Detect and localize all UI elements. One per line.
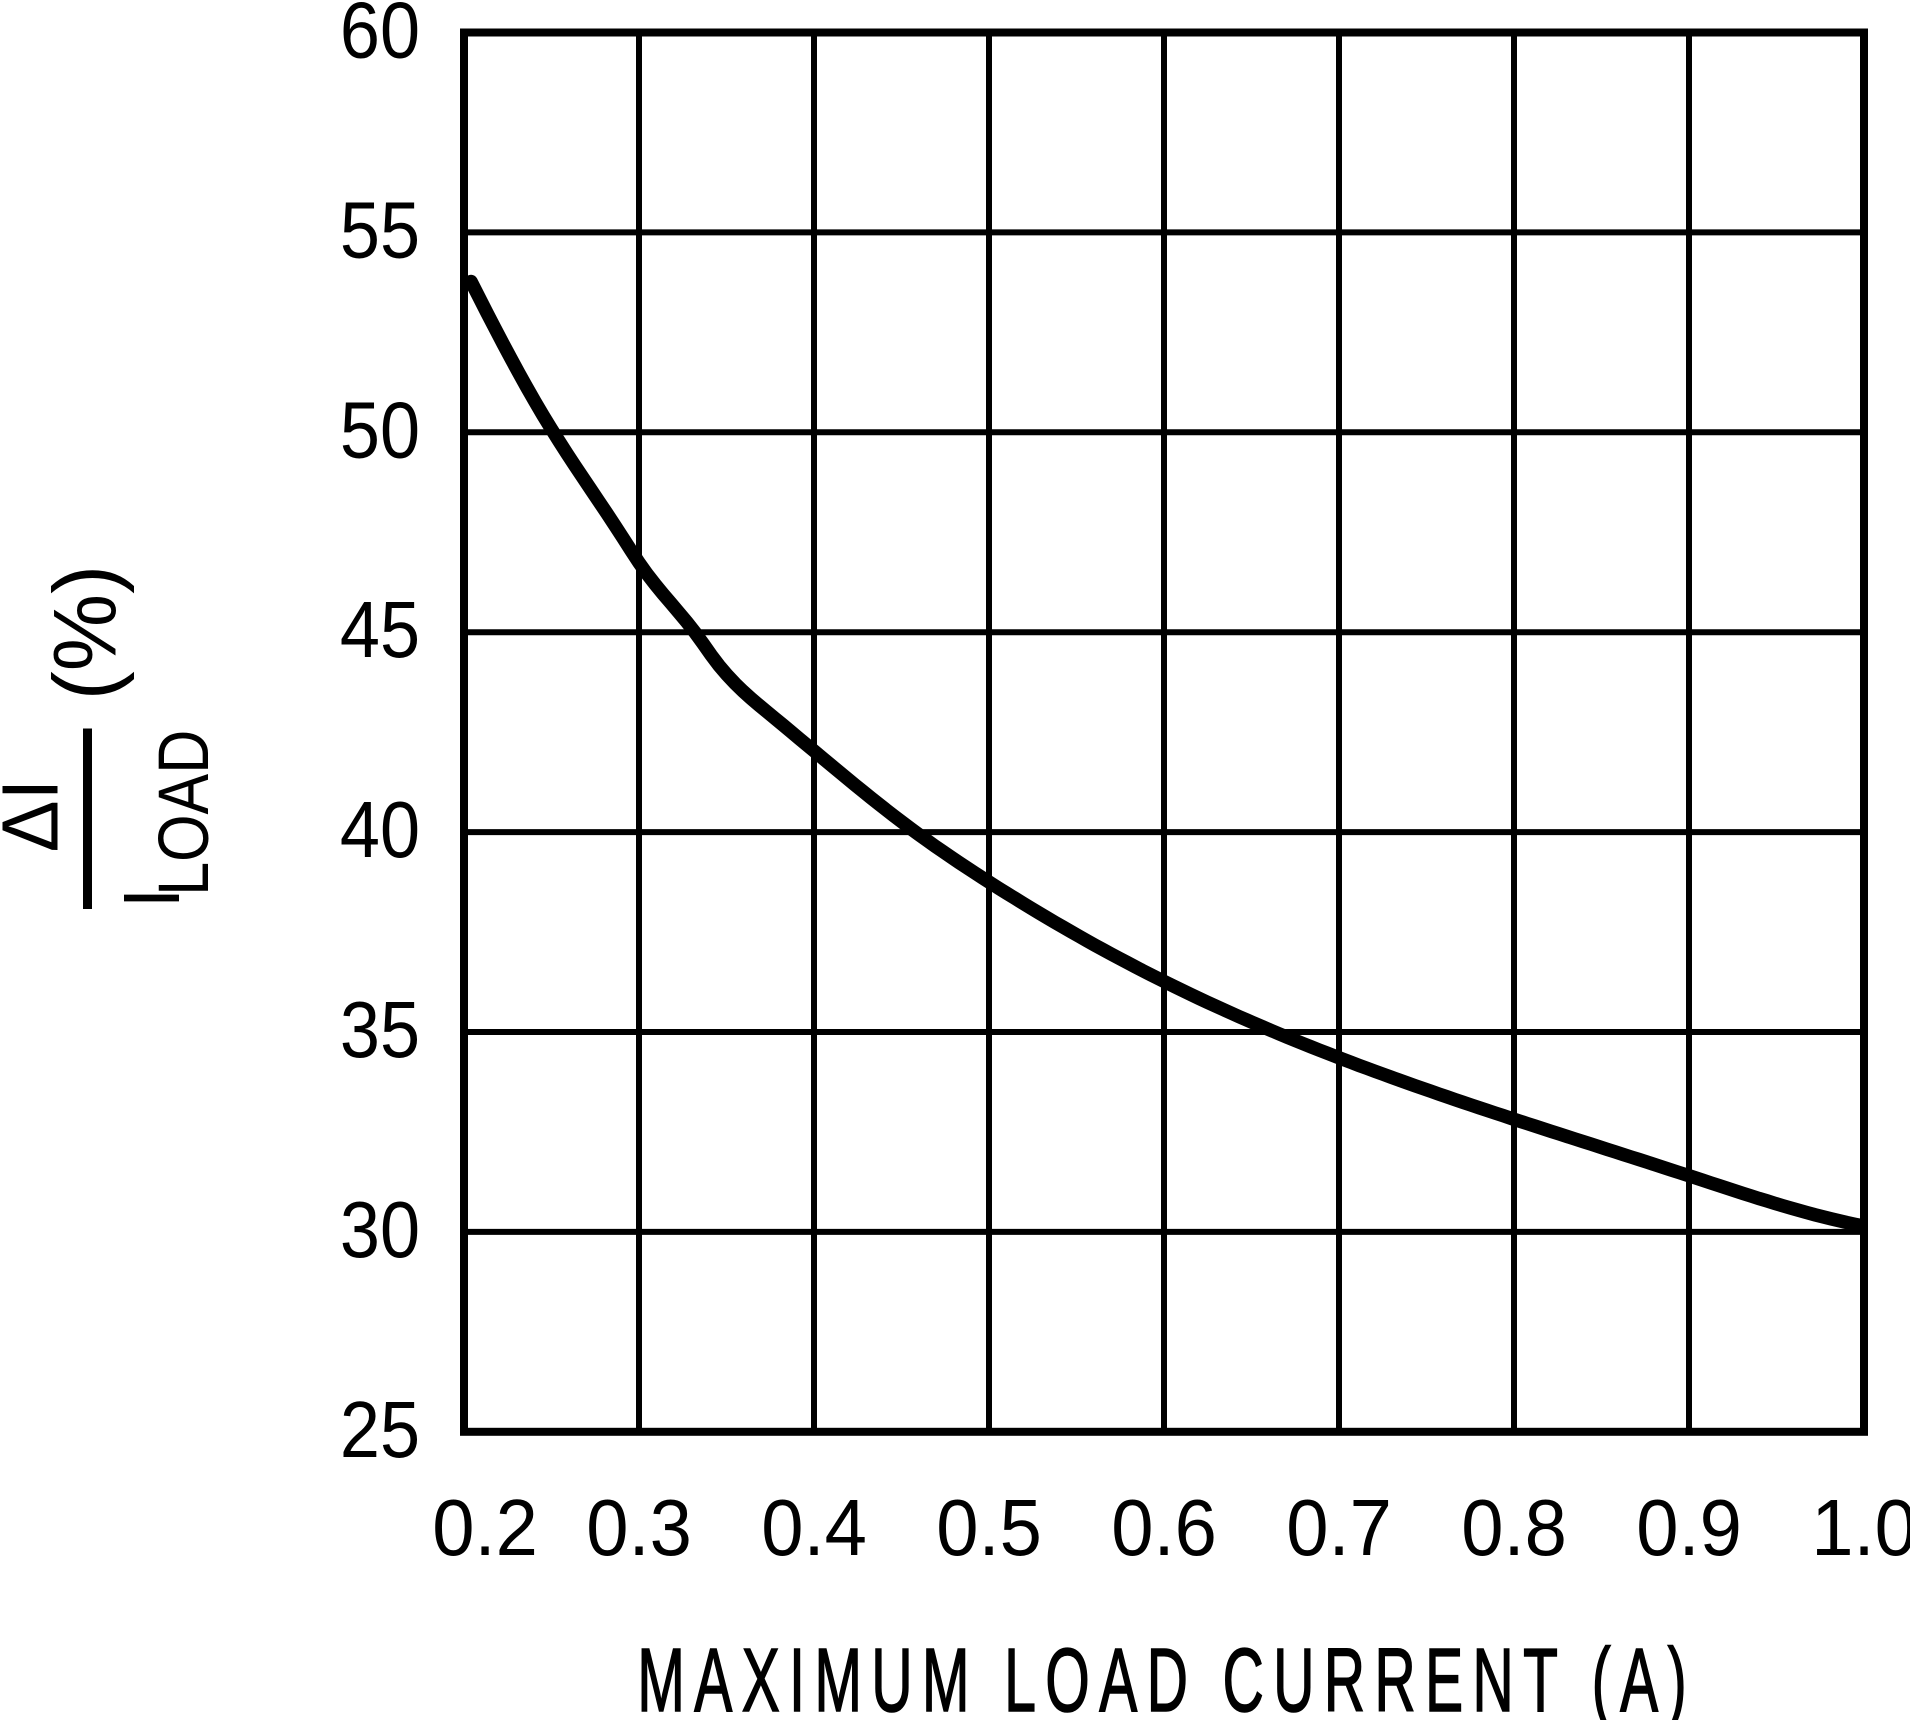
svg-text:0.8: 0.8 [1461,1482,1567,1572]
svg-text:50: 50 [340,386,420,475]
svg-text:ΔI: ΔI [0,779,75,852]
svg-text:MAXIMUM LOAD CURRENT (A): MAXIMUM LOAD CURRENT (A) [637,1630,1696,1720]
svg-text:0.2: 0.2 [432,1482,538,1572]
svg-text:LOAD: LOAD [145,730,224,896]
svg-text:35: 35 [340,986,420,1075]
svg-text:0.6: 0.6 [1111,1482,1217,1572]
svg-text:0.5: 0.5 [936,1482,1042,1572]
svg-text:30: 30 [340,1185,420,1274]
svg-text:0.4: 0.4 [761,1482,867,1572]
svg-text:25: 25 [340,1385,420,1474]
svg-text:0.9: 0.9 [1636,1482,1742,1572]
svg-text:0.3: 0.3 [586,1482,692,1572]
svg-text:45: 45 [340,586,420,675]
svg-text:40: 40 [340,786,420,875]
svg-text:60: 60 [340,0,420,75]
svg-text:0.7: 0.7 [1286,1482,1392,1572]
svg-text:1.0: 1.0 [1811,1482,1910,1572]
svg-text:55: 55 [340,186,420,275]
svg-text:(%): (%) [35,565,135,700]
svg-text:I: I [108,888,197,908]
